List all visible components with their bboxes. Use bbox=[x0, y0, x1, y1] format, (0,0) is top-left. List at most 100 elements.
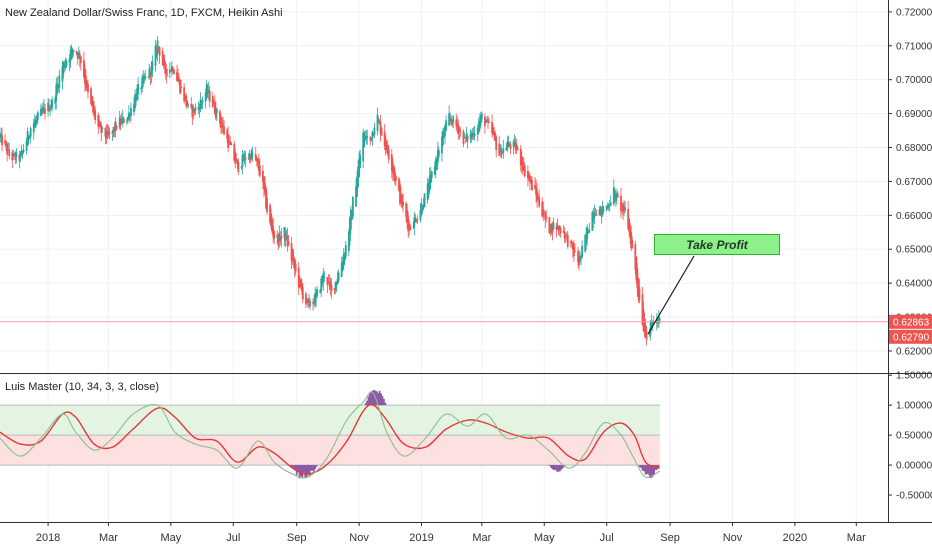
candle-body bbox=[158, 47, 161, 56]
candle-body bbox=[634, 244, 637, 270]
candle-body bbox=[86, 82, 88, 87]
candle-body bbox=[433, 166, 436, 175]
oscillator-axis-label: 0.00000 bbox=[896, 461, 932, 472]
candle-body bbox=[520, 156, 523, 166]
time-axis-label: Sep bbox=[660, 532, 680, 544]
candle-body bbox=[151, 61, 154, 71]
candle-body bbox=[294, 264, 297, 272]
candle-body bbox=[458, 129, 461, 132]
candle-body bbox=[264, 182, 266, 193]
histogram-bar bbox=[307, 465, 310, 475]
candle-body bbox=[614, 192, 617, 201]
candle-body bbox=[290, 243, 293, 261]
candle-body bbox=[277, 236, 280, 246]
price-axis-label: 0.70000 bbox=[896, 75, 932, 86]
candle-body bbox=[42, 108, 44, 112]
candle-body bbox=[87, 84, 89, 93]
histogram-bar bbox=[297, 465, 300, 473]
oscillator-axis: -0.50000 0.00000 0.50000 1.00000 1.50000 bbox=[888, 371, 932, 502]
candle-body bbox=[165, 68, 168, 77]
candle-body bbox=[119, 122, 122, 124]
candle-body bbox=[223, 126, 225, 135]
candle-body bbox=[72, 50, 75, 52]
candle-body bbox=[563, 231, 566, 239]
histogram-bar bbox=[377, 392, 380, 406]
candle-body bbox=[307, 298, 309, 303]
candle-body bbox=[122, 118, 125, 123]
candle-body bbox=[330, 284, 333, 292]
candle-body bbox=[398, 178, 400, 191]
time-axis: 2018 Mar May Jul Sep Nov 2019 Mar May Jul Sep Nov 20… bbox=[36, 522, 866, 544]
candle-body bbox=[244, 157, 247, 160]
candle-body bbox=[114, 121, 117, 131]
candle-body bbox=[485, 121, 487, 123]
histogram-bar bbox=[311, 465, 314, 471]
candle-body bbox=[536, 191, 538, 201]
take-profit-connector bbox=[647, 255, 695, 335]
candle-body bbox=[251, 153, 254, 155]
candle-body bbox=[487, 120, 489, 122]
candle-body bbox=[32, 123, 35, 133]
candle-body bbox=[370, 138, 373, 141]
candle-body bbox=[220, 117, 222, 129]
candle-body bbox=[472, 134, 475, 138]
candle-body bbox=[449, 117, 452, 120]
candle-body bbox=[359, 154, 362, 168]
candle-body bbox=[76, 52, 79, 59]
time-axis-label: Jul bbox=[226, 532, 240, 544]
candle-body bbox=[594, 214, 597, 216]
candle-body bbox=[164, 64, 167, 74]
candle-body bbox=[212, 101, 215, 103]
take-profit-label[interactable]: Take Profit bbox=[654, 234, 780, 255]
candle-body bbox=[399, 184, 401, 204]
price-axis-label: 0.64000 bbox=[896, 279, 932, 290]
candle-body bbox=[526, 170, 529, 179]
histogram-bar bbox=[370, 392, 373, 406]
candle-body bbox=[566, 235, 569, 247]
candle-body bbox=[150, 65, 153, 75]
candle-body bbox=[651, 320, 654, 325]
candle-body bbox=[457, 124, 460, 135]
candle-body bbox=[92, 101, 94, 113]
candle-body bbox=[61, 66, 64, 82]
candle-body bbox=[137, 84, 140, 94]
candle-body bbox=[62, 62, 65, 74]
candle-body bbox=[442, 131, 444, 145]
candle-body bbox=[299, 279, 302, 287]
candle-body bbox=[187, 103, 190, 105]
candle-body bbox=[655, 318, 658, 324]
candle-body bbox=[392, 167, 395, 176]
candle-body bbox=[408, 223, 411, 228]
candle-body bbox=[623, 206, 625, 209]
candle-body bbox=[241, 154, 244, 168]
candle-body bbox=[287, 241, 290, 246]
histogram-bar bbox=[300, 465, 302, 477]
candle-body bbox=[421, 207, 424, 210]
candle-body bbox=[180, 86, 182, 88]
oscillator-axis-label: 1.50000 bbox=[896, 371, 932, 382]
candle-body bbox=[26, 131, 29, 146]
candle-body bbox=[426, 183, 429, 201]
candle-body bbox=[602, 209, 605, 211]
candle-body bbox=[113, 129, 116, 131]
candle-body bbox=[648, 332, 651, 336]
time-axis-label: 2018 bbox=[36, 532, 60, 544]
candle-body bbox=[125, 120, 128, 122]
candle-body bbox=[591, 211, 594, 231]
histogram-bar bbox=[380, 393, 382, 406]
candle-body bbox=[507, 141, 510, 147]
candle-body bbox=[466, 136, 469, 142]
candle-body bbox=[650, 321, 653, 328]
candle-body bbox=[201, 100, 204, 103]
candle-body bbox=[545, 216, 548, 218]
candle-body bbox=[637, 278, 640, 298]
candle-body bbox=[236, 159, 239, 164]
candle-body bbox=[126, 117, 129, 121]
candle-body bbox=[21, 150, 24, 154]
candle-body bbox=[284, 232, 287, 241]
candle-body bbox=[400, 194, 402, 197]
time-axis-label: Nov bbox=[723, 532, 743, 544]
candle-body bbox=[448, 113, 451, 126]
candle-body bbox=[178, 78, 180, 82]
